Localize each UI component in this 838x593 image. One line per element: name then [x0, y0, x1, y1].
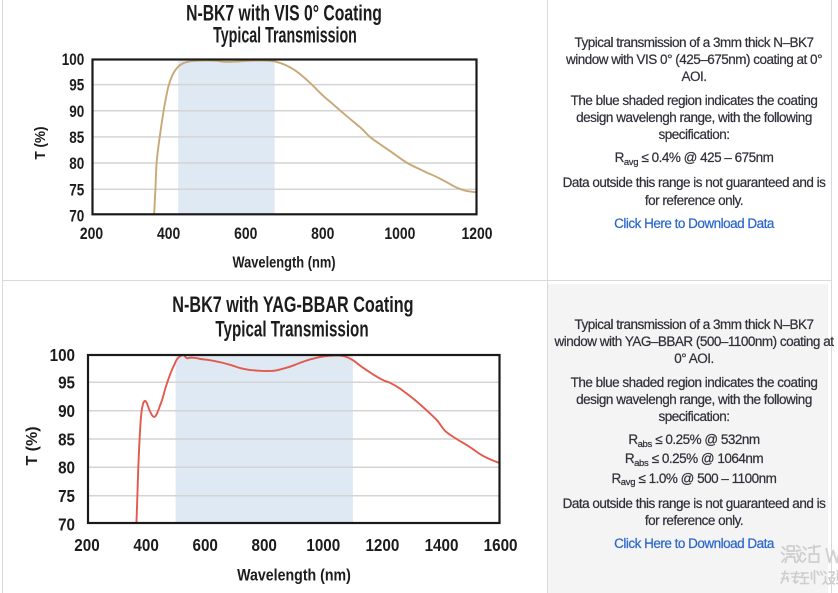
svg-text:400: 400 — [157, 225, 180, 244]
svg-text:90: 90 — [69, 103, 84, 122]
svg-text:95: 95 — [58, 374, 75, 393]
svg-text:200: 200 — [74, 536, 99, 555]
svg-text:1200: 1200 — [365, 536, 399, 555]
svg-text:1400: 1400 — [425, 536, 459, 555]
svg-text:100: 100 — [50, 346, 75, 365]
svg-text:Wavelength (nm): Wavelength (nm) — [237, 566, 351, 584]
svg-text:1200: 1200 — [462, 225, 493, 244]
svg-text:80: 80 — [69, 155, 84, 174]
svg-text:85: 85 — [58, 430, 75, 449]
svg-text:75: 75 — [58, 487, 75, 506]
svg-text:N-BK7 with YAG-BBAR Coating: N-BK7 with YAG-BBAR Coating — [172, 294, 413, 318]
svg-text:Typical Transmission: Typical Transmission — [213, 23, 357, 48]
svg-text:70: 70 — [69, 207, 84, 226]
svg-text:400: 400 — [133, 536, 158, 555]
svg-text:95: 95 — [69, 76, 84, 95]
svg-text:200: 200 — [80, 225, 103, 244]
svg-text:600: 600 — [234, 225, 257, 244]
svg-text:800: 800 — [311, 225, 334, 244]
svg-text:100: 100 — [62, 51, 85, 70]
svg-text:Typical Transmission: Typical Transmission — [215, 318, 368, 342]
svg-text:600: 600 — [193, 536, 218, 555]
svg-text:90: 90 — [58, 402, 75, 421]
svg-text:Wavelength (nm): Wavelength (nm) — [232, 254, 335, 271]
svg-text:75: 75 — [69, 181, 84, 200]
svg-text:N-BK7 with VIS 0° Coating: N-BK7 with VIS 0° Coating — [186, 2, 382, 26]
svg-text:70: 70 — [58, 515, 75, 534]
svg-text:T (%): T (%) — [32, 126, 49, 159]
svg-text:85: 85 — [69, 129, 84, 148]
svg-text:1000: 1000 — [306, 536, 340, 555]
svg-text:1600: 1600 — [484, 536, 518, 555]
svg-text:1000: 1000 — [384, 225, 415, 244]
svg-text:T (%): T (%) — [24, 426, 41, 465]
svg-text:80: 80 — [58, 459, 75, 478]
svg-text:800: 800 — [252, 536, 277, 555]
